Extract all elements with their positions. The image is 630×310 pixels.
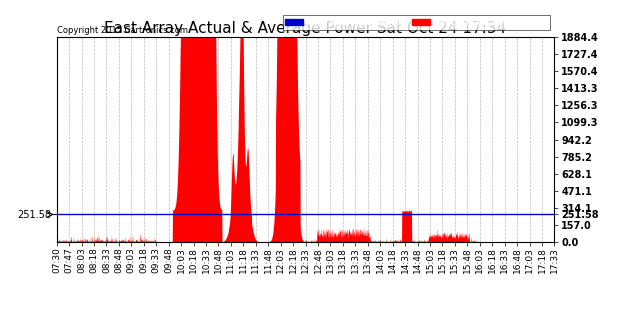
Legend: Average  (DC Watts), East Array  (DC Watts): Average (DC Watts), East Array (DC Watts… xyxy=(283,15,550,29)
Title: East Array Actual & Average Power Sat Oct 24 17:34: East Array Actual & Average Power Sat Oc… xyxy=(105,21,507,36)
Text: Copyright 2015 Cartronics.com: Copyright 2015 Cartronics.com xyxy=(57,26,188,35)
